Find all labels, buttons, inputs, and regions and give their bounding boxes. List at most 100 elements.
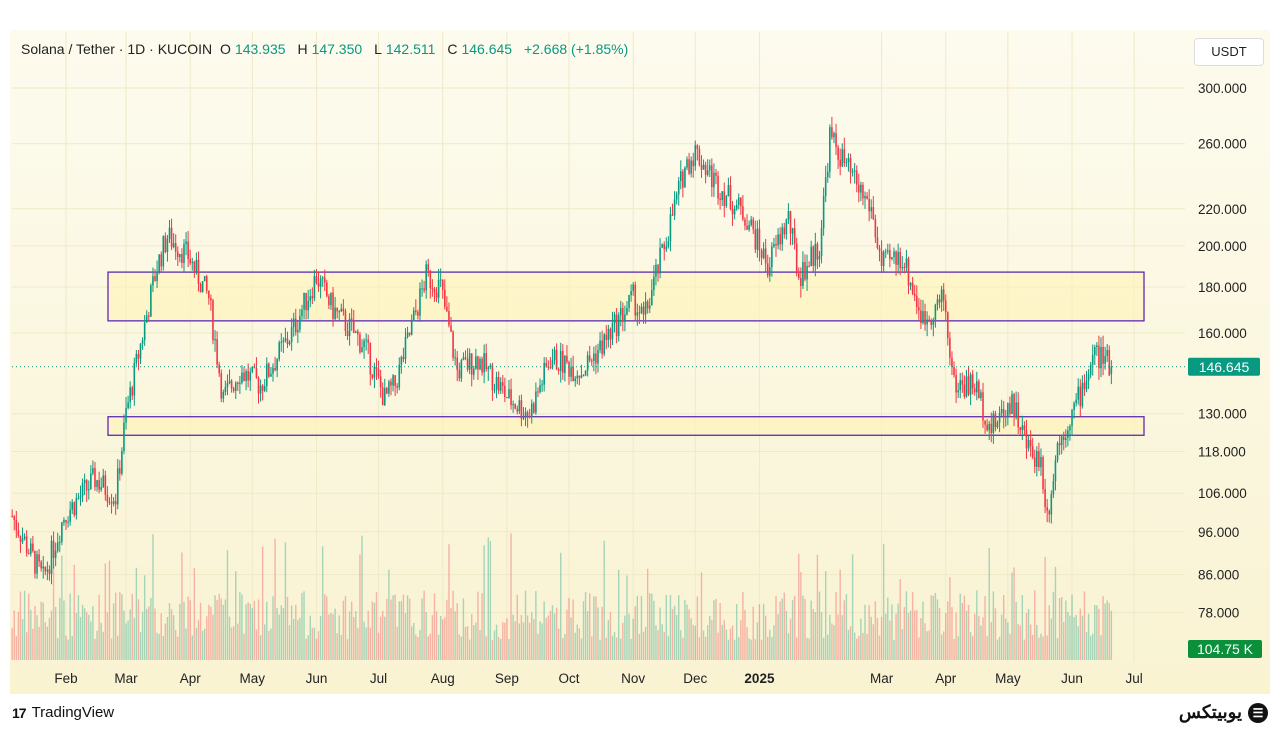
volume-bar [868,605,870,660]
volume-bar [1048,605,1050,660]
volume-bar [769,629,771,660]
currency-button[interactable]: USDT [1194,38,1264,66]
candle-body [804,262,806,280]
volume-bar [1021,595,1024,660]
volume-bar [245,604,247,660]
candle-body [1004,416,1007,418]
volume-bar [1089,635,1092,660]
volume-bar [812,609,814,660]
candle-body [56,542,59,551]
candle-body [433,288,436,293]
candle-body [87,489,90,491]
volume-bar [197,620,200,660]
candle-body [982,392,984,421]
volume-bar [309,615,311,660]
watermark-logo-icon: ☰ [1248,702,1268,723]
volume-bar [48,617,51,660]
candle-body [214,339,216,341]
volume-bar [686,604,688,660]
candle-body [294,318,297,333]
candle-body [210,298,212,301]
volume-bar [549,610,552,660]
candle-body [957,390,959,393]
ohlc-low: L 142.511 [374,41,439,57]
candle-body [390,381,392,386]
candle-body [460,360,463,379]
volume-bar [1052,591,1055,660]
candle-body [27,552,30,554]
volume-bar [808,638,810,660]
candle-body [185,241,187,245]
candle-body [512,404,514,406]
candle-body [332,292,334,319]
tradingview-brand[interactable]: 17 TradingView [12,704,114,721]
volume-bar [822,637,825,660]
candle-body [990,423,993,433]
volume-bar [926,631,928,660]
candle-body [48,569,51,574]
candle-body [174,243,177,252]
volume-bar [945,612,947,660]
volume-bar [259,635,262,660]
volume-bar [942,631,945,660]
volume-bar [891,604,893,660]
candle-body [756,228,759,250]
candle-body [920,310,922,323]
volume-bar [920,617,922,660]
volume-bar [750,639,752,660]
candle-body [261,385,264,391]
candle-body [311,296,314,299]
volume-bar [1083,591,1086,660]
volume-bar [978,616,980,660]
volume-bar [518,623,521,660]
candle-body [288,342,291,345]
volume-bar [137,599,140,660]
low-label: L [374,41,382,57]
volume-bar [189,600,191,660]
candle-body [495,377,498,390]
y-tick-label: 160.000 [1198,326,1247,341]
volume-bar [224,599,227,660]
volume-bar [986,636,988,660]
candle-body [96,480,98,488]
volume-bar [781,598,783,660]
candle-body [54,550,57,558]
volume-bar [615,637,618,660]
volume-bar [404,613,407,660]
candle-body [514,404,516,409]
chart-pane[interactable] [10,30,1270,694]
candle-body [965,376,968,397]
candle-body [986,424,988,431]
candle-body [934,304,937,320]
candle-body [735,204,738,209]
volume-bar [727,639,730,660]
candle-body [677,181,680,195]
candle-body [713,172,715,188]
volume-bar [599,639,601,660]
volume-bar [876,618,879,660]
candle-body [837,147,839,160]
candle-body [737,197,740,205]
candle-body [758,228,761,251]
volume-bar [845,594,848,660]
volume-bar [491,639,494,660]
candle-body [247,371,249,381]
candle-body [582,375,585,377]
candle-body [812,246,815,266]
candle-body [864,196,866,199]
candle-body [740,197,742,207]
candle-body [626,307,628,315]
volume-bar [1046,635,1048,660]
candle-body [824,177,827,196]
candle-body [1106,350,1109,357]
volume-bar [992,591,995,660]
volume-bar [644,626,647,660]
candle-body [855,170,858,185]
candle-body [595,353,597,364]
candle-body [918,307,920,311]
volume-bar [562,638,564,660]
candle-body [143,322,146,341]
volume-bar [661,624,663,660]
candle-body [791,228,794,234]
